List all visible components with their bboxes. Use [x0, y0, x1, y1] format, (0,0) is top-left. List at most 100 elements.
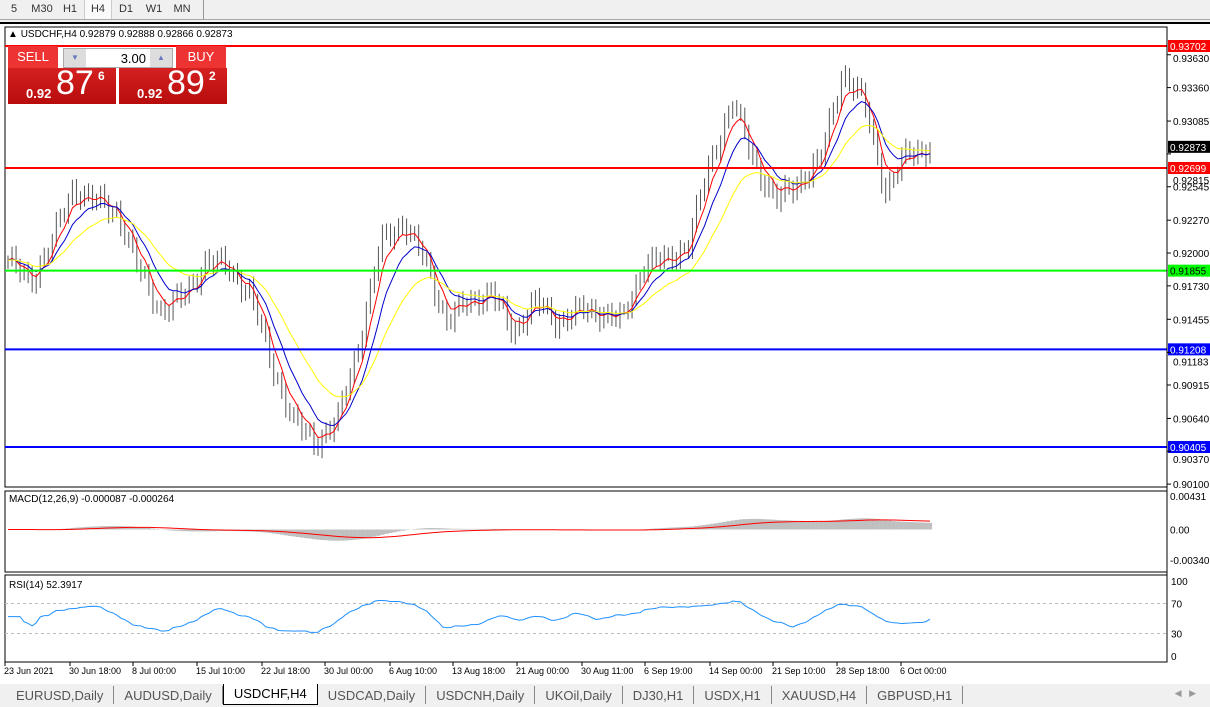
rsi-label: RSI(14) 52.3917 — [9, 580, 83, 591]
moving-average-line — [7, 124, 931, 398]
decrease-lot-icon[interactable]: ▼ — [64, 49, 86, 67]
time-tick-label: 30 Jul 00:00 — [324, 666, 373, 676]
rsi-tick-label: 0 — [1171, 652, 1177, 663]
time-tick-label: 22 Jul 18:00 — [261, 666, 310, 676]
price-label-bg — [1168, 161, 1210, 174]
buy-price[interactable]: 0.92 89 2 — [119, 64, 227, 104]
sell-price-prefix: 0.92 — [26, 86, 52, 101]
sell-price-pips: 87 — [56, 64, 94, 102]
symbol-ohlc: USDCHF,H4 0.92879 0.92888 0.92866 0.9287… — [20, 29, 233, 40]
rsi-tick-label: 100 — [1171, 577, 1188, 588]
toolbar-separator — [196, 0, 204, 20]
macd-signal-line — [7, 519, 931, 539]
tab-usdcad-daily[interactable]: USDCAD,Daily — [318, 686, 427, 704]
price-tick-label: 0.90640 — [1173, 414, 1210, 425]
price-tick-label: 0.92270 — [1173, 216, 1210, 227]
timeframe-m30[interactable]: M30 — [31, 3, 53, 15]
price-tick-label: 0.92000 — [1173, 249, 1210, 260]
lot-size-input[interactable]: ▼ 3.00 ▲ — [63, 48, 173, 68]
buy-button[interactable]: BUY — [176, 46, 226, 68]
time-tick-label: 14 Sep 00:00 — [709, 666, 763, 676]
price-tick-label: 0.90915 — [1173, 381, 1210, 392]
chart-tabs: EURUSD,Daily AUDUSD,Daily USDCHF,H4 USDCAD,… — [0, 684, 1210, 707]
time-tick-label: 15 Jul 10:00 — [196, 666, 245, 676]
time-tick-label: 30 Jun 18:00 — [69, 666, 121, 676]
one-click-trading-panel: SELL ▼ 3.00 ▲ BUY 0.92 87 6 0.92 89 2 — [8, 46, 228, 104]
price-label-text: 0.91855 — [1170, 267, 1207, 278]
price-label-0.92699: 0.92699 — [1168, 161, 1210, 175]
price-label-text: 0.93702 — [1170, 42, 1207, 53]
moving-average-line — [7, 100, 931, 426]
macd-tick-label: 0.00 — [1170, 526, 1190, 537]
timeframe-mn[interactable]: MN — [173, 3, 191, 15]
buy-price-prefix: 0.92 — [137, 86, 163, 101]
time-tick-label: 30 Aug 11:00 — [581, 666, 633, 676]
price-tick-label: 0.93085 — [1173, 117, 1210, 128]
time-tick-label: 21 Aug 00:00 — [516, 666, 569, 676]
price-label-text: 0.92699 — [1170, 164, 1207, 175]
macd-pane — [4, 490, 1168, 573]
tab-xauusd-h4[interactable]: XAUUSD,H4 — [772, 686, 868, 704]
tab-usdcnh-daily[interactable]: USDCNH,Daily — [426, 686, 536, 704]
rsi-tick-label: 70 — [1171, 600, 1183, 611]
timeframe-w1[interactable]: W1 — [145, 3, 163, 15]
price-label-bg — [1168, 343, 1210, 356]
price-tick-label: 0.91730 — [1173, 282, 1210, 293]
time-tick-label: 23 Jun 2021 — [4, 666, 54, 676]
moving-average-line — [7, 88, 931, 439]
price-tick-label: 0.93630 — [1173, 54, 1210, 65]
chart-window[interactable]: 0.93702 0.92699 0.91855 0.91208 0.90405 0.928… — [0, 22, 1210, 684]
price-label-0.91208: 0.91208 — [1168, 343, 1210, 356]
tab-gbpusd-h1[interactable]: GBPUSD,H1 — [867, 686, 964, 704]
lot-value[interactable]: 3.00 — [120, 51, 146, 66]
price-label-text: 0.91208 — [1170, 345, 1207, 356]
current-price-bg — [1168, 140, 1210, 153]
tab-dj30-h1[interactable]: DJ30,H1 — [623, 686, 695, 704]
price-tick-label: 0.91183 — [1173, 357, 1209, 368]
rsi-pane — [4, 574, 1168, 663]
price-label-bg — [1168, 264, 1210, 277]
tab-eurusd-daily[interactable]: EURUSD,Daily — [6, 686, 115, 704]
price-label-0.93702: 0.93702 — [1168, 40, 1210, 53]
timeframe-toolbar: 5 M30 H1 H4 D1 W1 MN — [0, 0, 1210, 20]
tab-usdx-h1[interactable]: USDX,H1 — [694, 686, 772, 704]
timeframe-h1[interactable]: H1 — [62, 3, 78, 15]
time-tick-label: 8 Jul 00:00 — [132, 666, 176, 676]
chart-canvas[interactable]: 0.937020.926990.918550.912080.904050.928… — [0, 24, 1210, 686]
current-price-label: 0.92873 — [1170, 143, 1207, 154]
price-label-0.91855: 0.91855 — [1168, 264, 1210, 278]
time-tick-label: 6 Oct 00:00 — [900, 666, 947, 676]
rsi-line — [8, 599, 931, 633]
price-tick-label: 0.90370 — [1173, 455, 1210, 466]
tab-scroll-arrows-icon[interactable]: ◀ ▶ — [1174, 688, 1196, 698]
timeframe-h4[interactable]: H4 — [84, 0, 112, 19]
collapse-triangle-icon[interactable]: ▲ — [8, 29, 21, 40]
macd-label: MACD(12,26,9) -0.000087 -0.000264 — [9, 494, 175, 505]
increase-lot-icon[interactable]: ▲ — [150, 49, 172, 67]
rsi-tick-label: 30 — [1171, 630, 1183, 641]
price-tick-label: 0.93360 — [1173, 84, 1210, 95]
price-tick-label: 0.92545 — [1173, 183, 1210, 194]
sell-button[interactable]: SELL — [8, 46, 58, 68]
time-tick-label: 6 Aug 10:00 — [389, 666, 437, 676]
timeframe-5[interactable]: 5 — [10, 3, 18, 15]
price-label-0.90405: 0.90405 — [1168, 441, 1210, 454]
price-label-bg — [1168, 40, 1210, 52]
price-tick-label: 0.90100 — [1173, 480, 1210, 491]
buy-price-fraction: 2 — [209, 69, 216, 83]
sell-price[interactable]: 0.92 87 6 — [8, 64, 116, 104]
time-tick-label: 21 Sep 10:00 — [772, 666, 826, 676]
sell-price-fraction: 6 — [98, 69, 105, 83]
time-tick-label: 28 Sep 18:00 — [836, 666, 890, 676]
tab-usdchf-h4[interactable]: USDCHF,H4 — [222, 684, 318, 705]
timeframe-d1[interactable]: D1 — [118, 3, 134, 15]
macd-tick-label: 0.00431 — [1170, 492, 1207, 503]
price-label-text: 0.90405 — [1170, 443, 1207, 454]
buy-price-pips: 89 — [167, 64, 205, 102]
macd-tick-label: -0.003405 — [1170, 556, 1210, 567]
tab-audusd-daily[interactable]: AUDUSD,Daily — [114, 686, 223, 704]
symbol-info: ▲ USDCHF,H4 0.92879 0.92888 0.92866 0.92… — [8, 29, 233, 40]
price-label-bg — [1168, 441, 1210, 454]
price-tick-label: 0.92815 — [1173, 176, 1210, 187]
tab-ukoil-daily[interactable]: UKOil,Daily — [535, 686, 623, 704]
